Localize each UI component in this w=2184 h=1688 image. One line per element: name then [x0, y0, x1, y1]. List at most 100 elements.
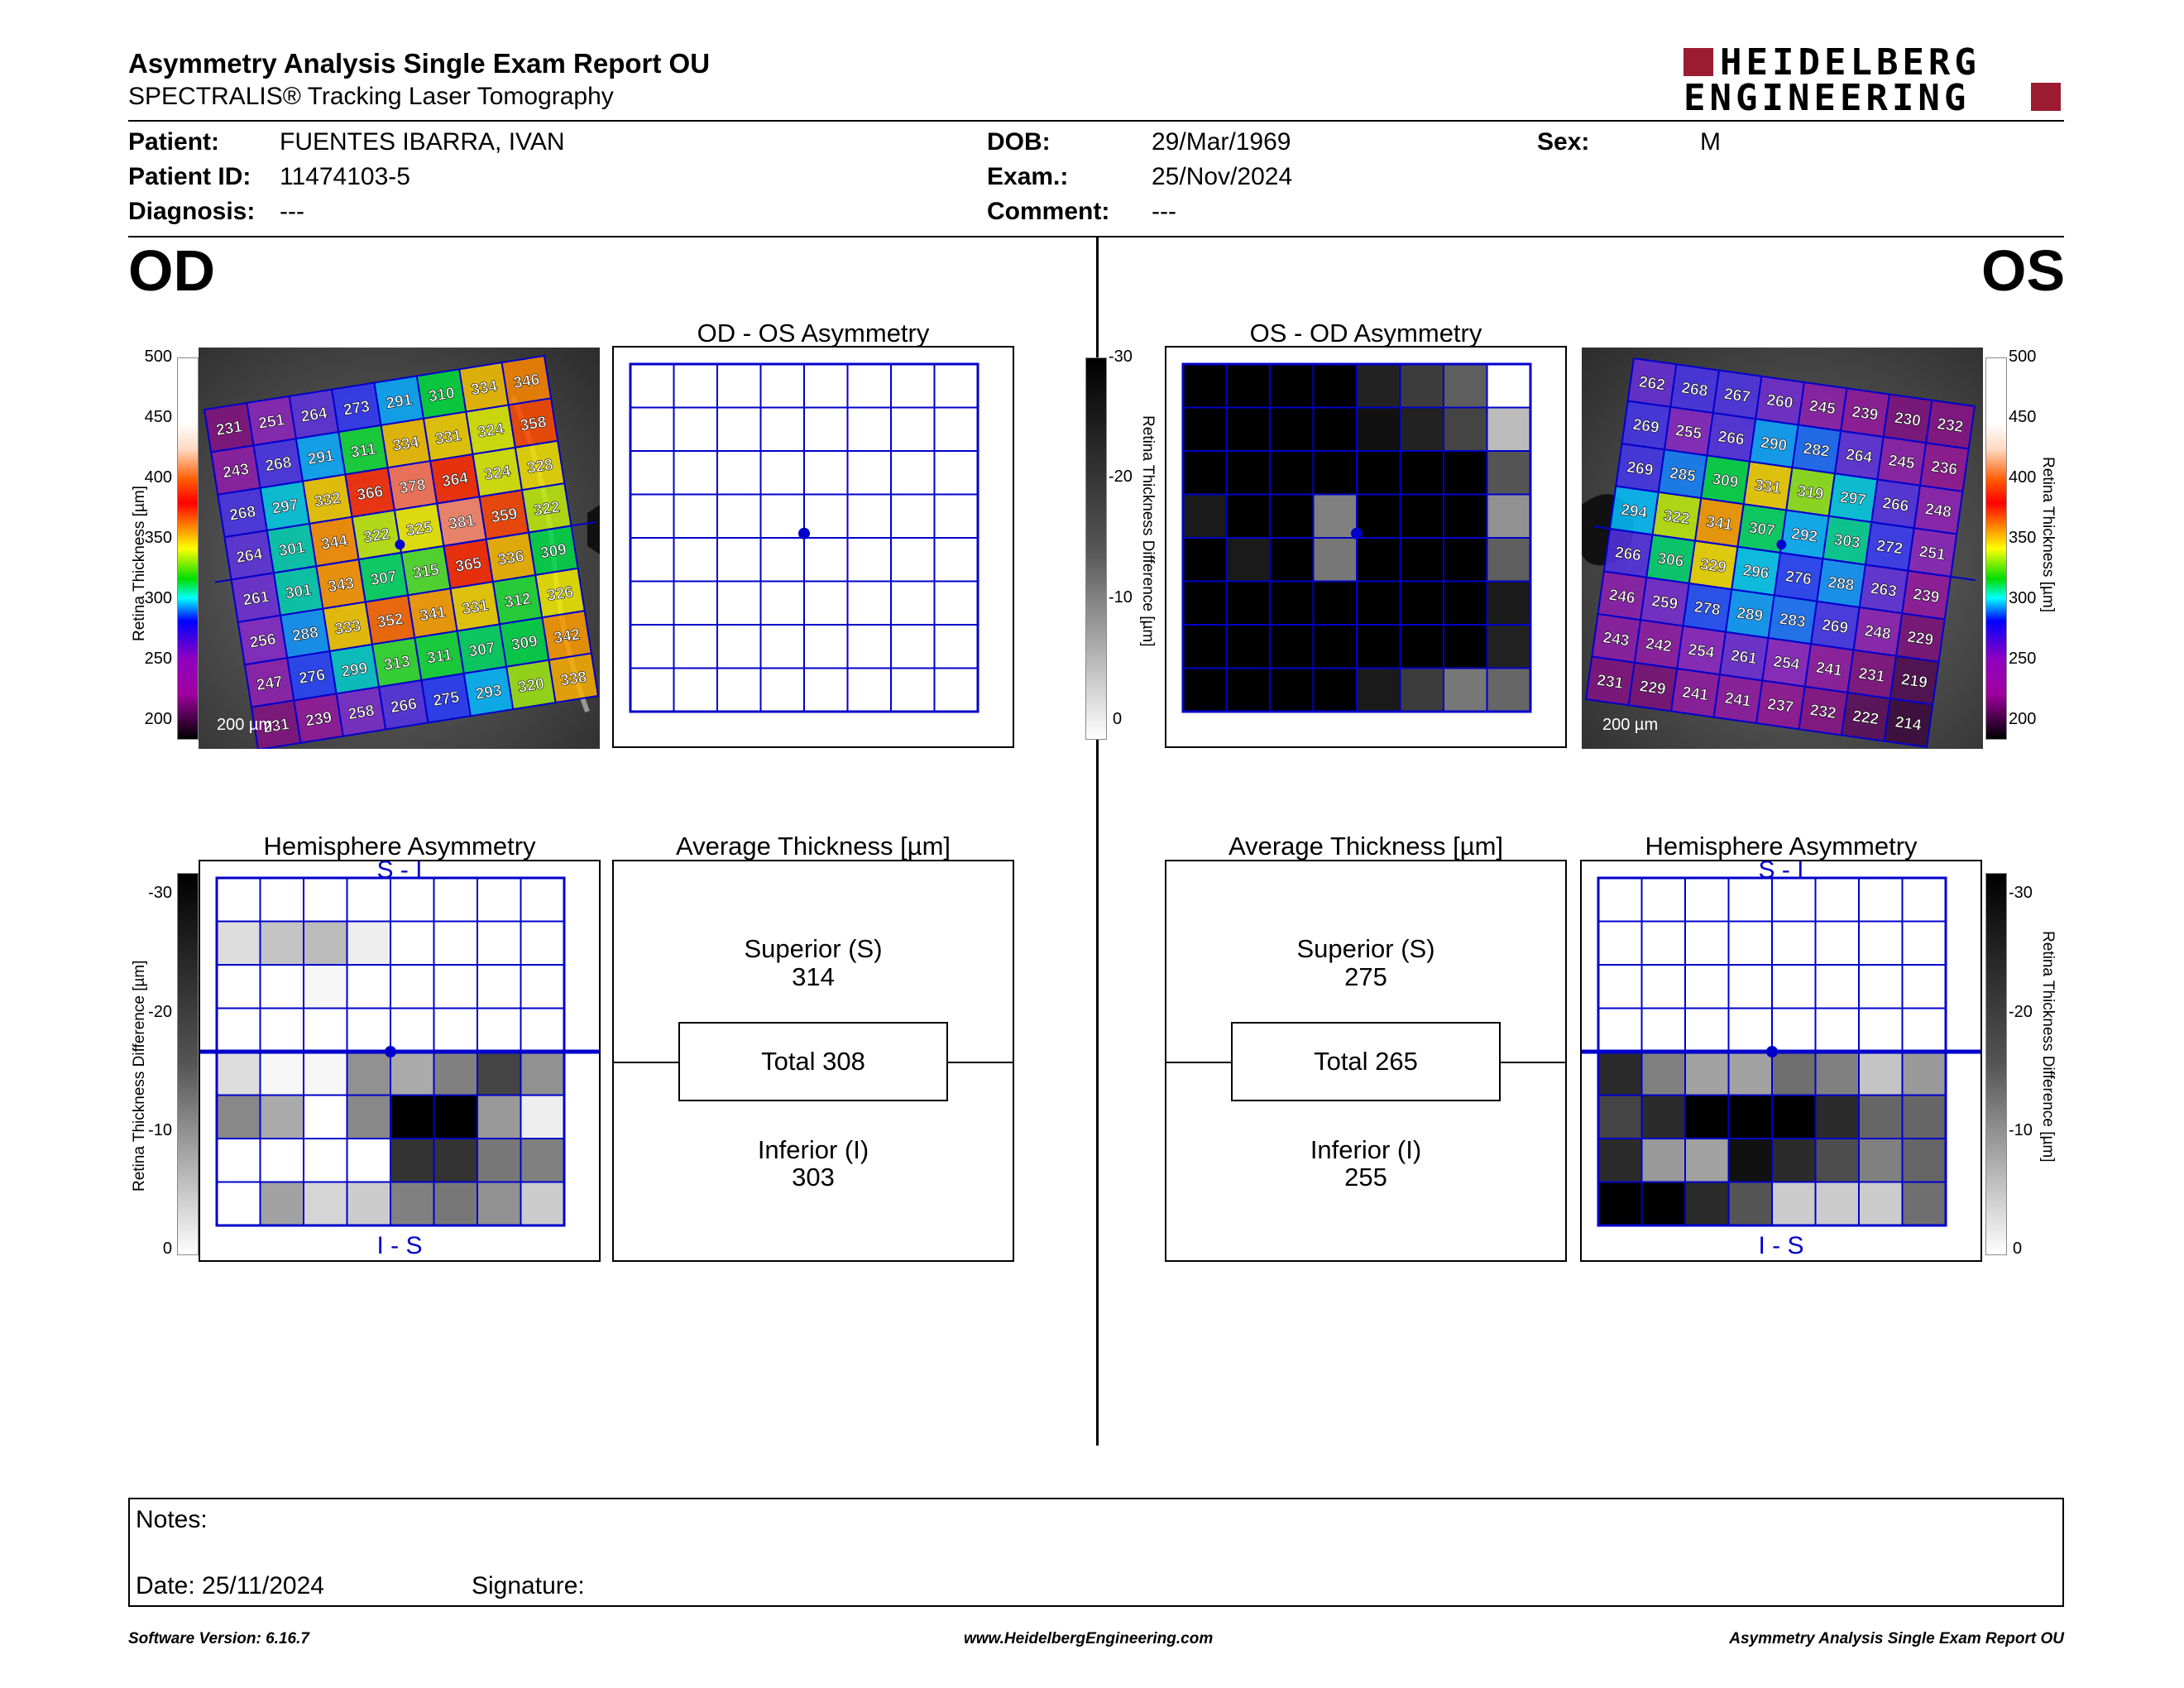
os-hemi-cell	[1858, 1181, 1904, 1226]
os-hemi-cell	[1771, 1181, 1817, 1226]
od-hemi-cell	[303, 964, 348, 1009]
tick: -20	[148, 1003, 172, 1021]
os-thickness-value: 242	[1645, 635, 1673, 656]
od-hemi-cell	[433, 1051, 478, 1096]
os-thickness-value: 237	[1766, 696, 1794, 717]
od-hemi-cell	[346, 1007, 391, 1053]
od-asym-cell	[890, 580, 936, 626]
od-thickness-value: 231	[215, 418, 244, 439]
os-asym-cell	[1182, 406, 1228, 452]
os-thickness-value: 261	[1730, 647, 1759, 668]
os-total-label: Total 265	[1314, 1047, 1418, 1076]
tick: -20	[1109, 468, 1133, 486]
od-asym-cell	[716, 667, 762, 712]
os-hemi-cell	[1727, 1007, 1773, 1053]
os-thickness-value: 246	[1608, 587, 1636, 607]
os-thickness-value: 231	[1596, 672, 1625, 693]
od-asym-cell	[759, 493, 805, 539]
od-hemi-cell	[303, 1051, 348, 1096]
os-thickness-value: 259	[1650, 592, 1679, 613]
od-diff-axis-label: Retina Thickness Difference [µm]	[131, 960, 148, 1192]
od-thickness-value: 307	[369, 568, 398, 589]
od-thickness-value: 336	[496, 548, 525, 569]
os-hemi-cell	[1771, 920, 1817, 966]
od-hemi-cell	[259, 1094, 304, 1139]
od-hemi-cell	[477, 964, 522, 1009]
od-total-label: Total 308	[761, 1047, 865, 1076]
notes-label: Notes:	[136, 1506, 208, 1533]
os-hemi-cell	[1901, 1051, 1947, 1096]
od-asym-cell	[846, 363, 892, 409]
os-hemi-panel: S - I I - S	[1580, 856, 1984, 1262]
os-asym-cell	[1225, 537, 1271, 583]
os-asym-title: OS - OD Asymmetry	[1249, 319, 1482, 348]
os-hemi-cell	[1727, 1138, 1773, 1183]
os-thickness-value: 254	[1772, 653, 1801, 674]
tick: 300	[144, 589, 172, 607]
os-asym-cell	[1486, 363, 1531, 409]
os-hemi-bottom-label: I - S	[1758, 1232, 1804, 1259]
tick: 500	[2009, 348, 2037, 366]
od-thickness-value: 346	[512, 371, 541, 392]
os-hemi-cell	[1597, 1051, 1643, 1096]
os-avg-panel: Superior (S) 275 Total 265 Inferior (I) …	[1165, 860, 1567, 1262]
od-asym-cell	[933, 493, 979, 539]
od-asym-cell	[890, 667, 936, 712]
os-asym-cell	[1312, 537, 1358, 583]
od-thickness-value: 309	[510, 633, 539, 655]
os-thickness-value: 297	[1839, 488, 1867, 509]
os-hemi-cell	[1771, 1138, 1817, 1183]
od-thickness-value: 320	[517, 675, 546, 697]
od-thickness-value: 328	[525, 456, 554, 477]
od-asym-cell	[890, 624, 936, 669]
os-hemi-cell	[1901, 964, 1947, 1009]
os-asym-cell	[1225, 450, 1271, 496]
os-thickness-value: 294	[1620, 501, 1649, 522]
os-thickness-value: 230	[1894, 410, 1922, 430]
od-hemi-cell	[520, 964, 565, 1009]
os-hemi-cell	[1727, 1051, 1773, 1096]
os-hemi-cell	[1640, 1007, 1686, 1053]
os-thickness-value: 263	[1870, 580, 1898, 601]
os-thickness-value: 322	[1663, 507, 1691, 528]
os-avg-title: Average Thickness [µm]	[1228, 832, 1504, 861]
os-asym-cell	[1269, 450, 1315, 496]
od-asym-cell	[803, 667, 849, 712]
website-link[interactable]: www.HeidelbergEngineering.com	[964, 1630, 1214, 1647]
os-superior-label: Superior (S)	[1296, 934, 1435, 963]
comment-label: Comment:	[987, 198, 1110, 225]
od-thickness-value: 293	[474, 682, 503, 703]
tick: 400	[2009, 468, 2037, 487]
od-thickness-value: 243	[222, 461, 251, 482]
header-divider	[128, 120, 2064, 122]
od-hemi-cell	[259, 964, 304, 1009]
os-hemi-cell	[1597, 920, 1643, 966]
os-thickness-value: 260	[1765, 391, 1794, 412]
od-thickness-value: 322	[362, 525, 391, 547]
report-subtitle: SPECTRALIS® Tracking Laser Tomography	[128, 83, 614, 110]
os-thickness-value: 309	[1711, 471, 1739, 492]
od-superior-value: 314	[792, 962, 835, 991]
od-asym-cell	[803, 406, 849, 452]
od-asym-cell	[933, 537, 979, 583]
os-thickness-value: 329	[1699, 556, 1727, 577]
os-thickness-value: 248	[1864, 622, 1892, 643]
exam-value: 25/Nov/2024	[1152, 163, 1293, 190]
od-asym-cell	[673, 450, 718, 496]
os-thickness-value: 296	[1741, 562, 1770, 583]
os-hemi-cell	[1727, 1181, 1773, 1226]
od-asym-cell	[759, 537, 805, 583]
os-thickness-value: 292	[1790, 525, 1818, 546]
od-asym-cell	[803, 580, 849, 626]
os-thickness-value: 229	[1906, 628, 1934, 649]
od-hemi-cell	[346, 964, 391, 1009]
os-asym-cell	[1399, 537, 1444, 583]
od-thickness-value: 251	[257, 411, 286, 433]
os-label: OS	[1981, 238, 2066, 303]
od-hemi-cell	[346, 1138, 391, 1183]
os-asym-cell	[1182, 450, 1228, 496]
od-thickness-value: 378	[398, 477, 427, 498]
tick: 0	[1113, 710, 1123, 728]
od-asym-cell	[673, 667, 718, 712]
tick: 500	[144, 348, 172, 366]
